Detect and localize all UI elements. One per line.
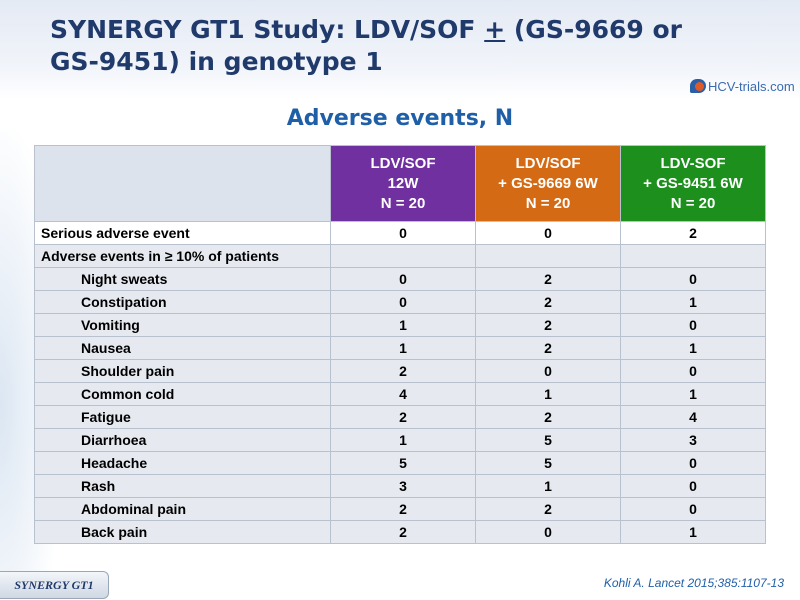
cell-value: 1 <box>330 428 476 452</box>
row-label: Diarrhoea <box>34 428 331 452</box>
cell-value <box>475 244 621 268</box>
cell-value: 1 <box>620 290 766 314</box>
row-label: Fatigue <box>34 405 331 429</box>
row-label: Rash <box>34 474 331 498</box>
cell-value: 2 <box>330 497 476 521</box>
table-row: Shoulder pain 2 0 0 <box>34 359 766 383</box>
cell-value: 2 <box>475 336 621 360</box>
column-header-line: LDV-SOF <box>660 154 726 172</box>
row-label: Headache <box>34 451 331 475</box>
column-header-gs-9669: LDV/SOF + GS-9669 6W N = 20 <box>475 145 621 222</box>
column-header-gs-9451: LDV-SOF + GS-9451 6W N = 20 <box>620 145 766 222</box>
table-row: Headache 5 5 0 <box>34 451 766 475</box>
cell-value: 3 <box>620 428 766 452</box>
cell-value: 2 <box>330 520 476 544</box>
column-header-line: N = 20 <box>525 194 571 212</box>
title-band <box>0 0 800 100</box>
row-label: Serious adverse event <box>34 221 331 245</box>
row-label: Common cold <box>34 382 331 406</box>
logo-icon <box>690 79 706 93</box>
cell-value: 0 <box>620 497 766 521</box>
column-header-line: N = 20 <box>380 194 426 212</box>
title-part-1: SYNERGY GT1 Study: LDV/SOF <box>50 15 485 44</box>
cell-value <box>620 244 766 268</box>
adverse-events-table: LDV/SOF 12W N = 20 LDV/SOF + GS-9669 6W … <box>34 145 766 544</box>
row-label: Shoulder pain <box>34 359 331 383</box>
column-header-line: LDV/SOF <box>515 154 581 172</box>
cell-value: 2 <box>330 405 476 429</box>
row-label: Vomiting <box>34 313 331 337</box>
cell-value: 1 <box>620 382 766 406</box>
table-heading: Adverse events, N <box>286 106 514 131</box>
cell-value: 0 <box>620 451 766 475</box>
cell-value: 0 <box>475 359 621 383</box>
cell-value: 1 <box>330 336 476 360</box>
cell-value: 0 <box>620 267 766 291</box>
table-row: Vomiting 1 2 0 <box>34 313 766 337</box>
cell-value: 4 <box>620 405 766 429</box>
row-label: Constipation <box>34 290 331 314</box>
row-label: Night sweats <box>34 267 331 291</box>
cell-value: 2 <box>330 359 476 383</box>
cell-value: 1 <box>620 336 766 360</box>
page-title: SYNERGY GT1 Study: LDV/SOF + (GS-9669 or… <box>50 14 710 78</box>
column-header-ldv-sof-12w: LDV/SOF 12W N = 20 <box>330 145 476 222</box>
cell-value: 5 <box>330 451 476 475</box>
cell-value: 0 <box>330 221 476 245</box>
table-row: Common cold 4 1 1 <box>34 382 766 406</box>
cell-value: 0 <box>620 474 766 498</box>
cell-value: 2 <box>475 405 621 429</box>
table-row: Adverse events in ≥ 10% of patients <box>34 244 766 268</box>
cell-value <box>330 244 476 268</box>
row-label: Abdominal pain <box>34 497 331 521</box>
cell-value: 1 <box>330 313 476 337</box>
column-header-line: + GS-9451 6W <box>643 174 743 192</box>
table-row: Night sweats 0 2 0 <box>34 267 766 291</box>
table-row: Constipation 0 2 1 <box>34 290 766 314</box>
title-part-2: (GS-9669 or GS-9451) in genotype 1 <box>50 15 682 76</box>
cell-value: 0 <box>475 520 621 544</box>
table-row: Abdominal pain 2 2 0 <box>34 497 766 521</box>
cell-value: 4 <box>330 382 476 406</box>
cell-value: 2 <box>620 221 766 245</box>
header-corner-cell <box>34 145 331 222</box>
row-label: Nausea <box>34 336 331 360</box>
table-row: Serious adverse event 0 0 2 <box>34 221 766 245</box>
cell-value: 1 <box>475 382 621 406</box>
column-header-line: LDV/SOF <box>370 154 436 172</box>
cell-value: 1 <box>620 520 766 544</box>
row-label: Adverse events in ≥ 10% of patients <box>34 244 331 268</box>
table-row: Nausea 1 2 1 <box>34 336 766 360</box>
cell-value: 0 <box>330 290 476 314</box>
cell-value: 3 <box>330 474 476 498</box>
logo-text: HCV-trials.com <box>708 78 795 94</box>
hcv-trials-logo: HCV-trials.com <box>690 76 795 96</box>
table-row: Fatigue 2 2 4 <box>34 405 766 429</box>
column-header-line: N = 20 <box>670 194 716 212</box>
cell-value: 0 <box>475 221 621 245</box>
cell-value: 0 <box>620 359 766 383</box>
table-row: Diarrhoea 1 5 3 <box>34 428 766 452</box>
table-row: Back pain 2 0 1 <box>34 520 766 544</box>
citation: Kohli A. Lancet 2015;385:1107-13 <box>603 576 784 590</box>
cell-value: 0 <box>330 267 476 291</box>
cell-value: 5 <box>475 451 621 475</box>
study-tag: SYNERGY GT1 <box>0 571 109 599</box>
row-label: Back pain <box>34 520 331 544</box>
cell-value: 2 <box>475 497 621 521</box>
cell-value: 2 <box>475 290 621 314</box>
column-header-line: 12W <box>387 174 419 192</box>
title-plus-sign: + <box>484 15 506 44</box>
column-header-line: + GS-9669 6W <box>498 174 598 192</box>
cell-value: 2 <box>475 267 621 291</box>
cell-value: 0 <box>620 313 766 337</box>
cell-value: 1 <box>475 474 621 498</box>
table-row: Rash 3 1 0 <box>34 474 766 498</box>
cell-value: 2 <box>475 313 621 337</box>
cell-value: 5 <box>475 428 621 452</box>
table-header-row: LDV/SOF 12W N = 20 LDV/SOF + GS-9669 6W … <box>34 145 766 222</box>
